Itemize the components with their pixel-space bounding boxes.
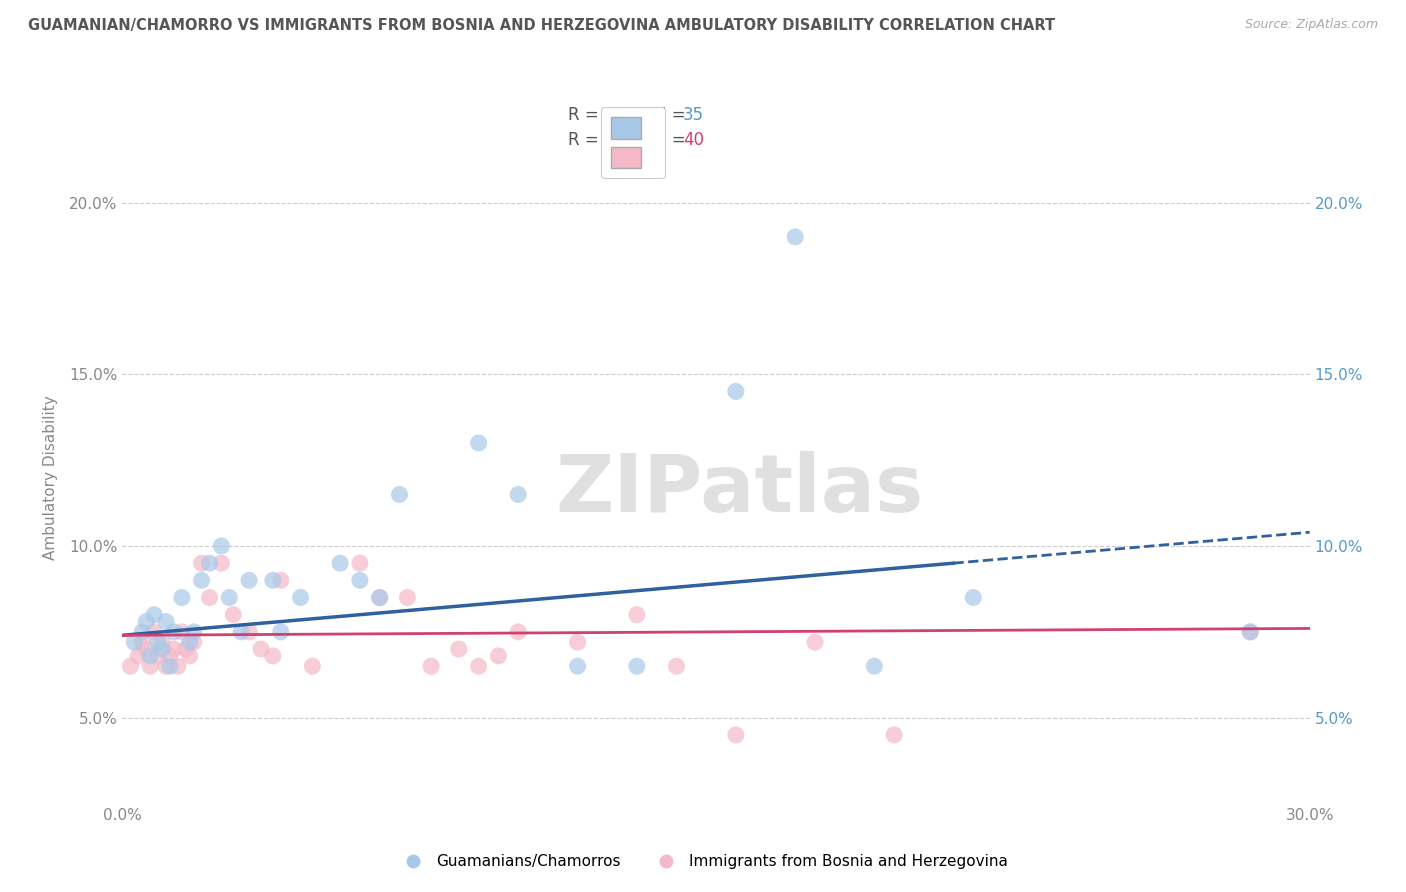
Text: N =: N = bbox=[654, 106, 692, 124]
Point bbox=[486, 648, 509, 663]
Text: 0.017: 0.017 bbox=[600, 131, 647, 149]
Point bbox=[626, 607, 648, 622]
Point bbox=[163, 624, 186, 639]
Point bbox=[124, 635, 146, 649]
Text: GUAMANIAN/CHAMORRO VS IMMIGRANTS FROM BOSNIA AND HERZEGOVINA AMBULATORY DISABILI: GUAMANIAN/CHAMORRO VS IMMIGRANTS FROM BO… bbox=[28, 18, 1056, 33]
Point bbox=[131, 635, 153, 649]
Point bbox=[1239, 624, 1261, 639]
Point bbox=[198, 556, 221, 570]
Point bbox=[508, 624, 530, 639]
Point bbox=[163, 642, 186, 657]
Point bbox=[174, 642, 197, 657]
Point bbox=[155, 615, 177, 629]
Point bbox=[150, 642, 173, 657]
Point bbox=[883, 728, 905, 742]
Point bbox=[139, 659, 162, 673]
Point bbox=[143, 624, 166, 639]
Point bbox=[231, 624, 253, 639]
Point bbox=[155, 659, 177, 673]
Point bbox=[270, 624, 292, 639]
Point bbox=[567, 635, 589, 649]
Point bbox=[179, 648, 201, 663]
Text: Source: ZipAtlas.com: Source: ZipAtlas.com bbox=[1244, 18, 1378, 31]
Point bbox=[135, 642, 157, 657]
Point bbox=[467, 659, 489, 673]
Point bbox=[785, 230, 807, 244]
Point bbox=[290, 591, 312, 605]
Text: 35: 35 bbox=[683, 106, 704, 124]
Point bbox=[179, 635, 201, 649]
Point bbox=[447, 642, 470, 657]
Text: R =: R = bbox=[568, 131, 603, 149]
Point bbox=[190, 574, 212, 588]
Point bbox=[131, 624, 153, 639]
Text: R =: R = bbox=[568, 106, 603, 124]
Point bbox=[135, 615, 157, 629]
Point bbox=[724, 728, 747, 742]
Point bbox=[665, 659, 688, 673]
Point bbox=[150, 635, 173, 649]
Point bbox=[159, 659, 181, 673]
Point bbox=[724, 384, 747, 399]
Point bbox=[301, 659, 323, 673]
Point bbox=[962, 591, 984, 605]
Point bbox=[120, 659, 142, 673]
Text: 40: 40 bbox=[683, 131, 704, 149]
Point bbox=[167, 659, 190, 673]
Text: 0.111: 0.111 bbox=[600, 106, 647, 124]
Point bbox=[183, 635, 205, 649]
Point bbox=[567, 659, 589, 673]
Point bbox=[222, 607, 245, 622]
Point bbox=[183, 624, 205, 639]
Point bbox=[146, 635, 169, 649]
Point bbox=[270, 574, 292, 588]
Point bbox=[262, 574, 284, 588]
Text: N =: N = bbox=[654, 131, 692, 149]
Legend: , : , bbox=[602, 107, 665, 178]
Point bbox=[420, 659, 443, 673]
Point bbox=[262, 648, 284, 663]
Point bbox=[626, 659, 648, 673]
Legend: Guamanians/Chamorros, Immigrants from Bosnia and Herzegovina: Guamanians/Chamorros, Immigrants from Bo… bbox=[392, 848, 1014, 875]
Point bbox=[368, 591, 391, 605]
Point bbox=[218, 591, 240, 605]
Point bbox=[396, 591, 419, 605]
Point bbox=[1239, 624, 1261, 639]
Point bbox=[467, 436, 489, 450]
Point bbox=[329, 556, 352, 570]
Point bbox=[170, 624, 193, 639]
Point bbox=[190, 556, 212, 570]
Point bbox=[127, 648, 149, 663]
Point bbox=[863, 659, 886, 673]
Point bbox=[368, 591, 391, 605]
Point bbox=[159, 648, 181, 663]
Point bbox=[250, 642, 273, 657]
Y-axis label: Ambulatory Disability: Ambulatory Disability bbox=[44, 395, 58, 559]
Text: ZIPatlas: ZIPatlas bbox=[555, 451, 924, 529]
Point bbox=[238, 574, 260, 588]
Point bbox=[349, 574, 371, 588]
Point bbox=[508, 487, 530, 501]
Point bbox=[209, 556, 232, 570]
Point bbox=[349, 556, 371, 570]
Point bbox=[139, 648, 162, 663]
Point bbox=[209, 539, 232, 553]
Point bbox=[170, 591, 193, 605]
Point bbox=[804, 635, 827, 649]
Point bbox=[388, 487, 411, 501]
Point bbox=[198, 591, 221, 605]
Point bbox=[238, 624, 260, 639]
Point bbox=[143, 607, 166, 622]
Point bbox=[146, 648, 169, 663]
